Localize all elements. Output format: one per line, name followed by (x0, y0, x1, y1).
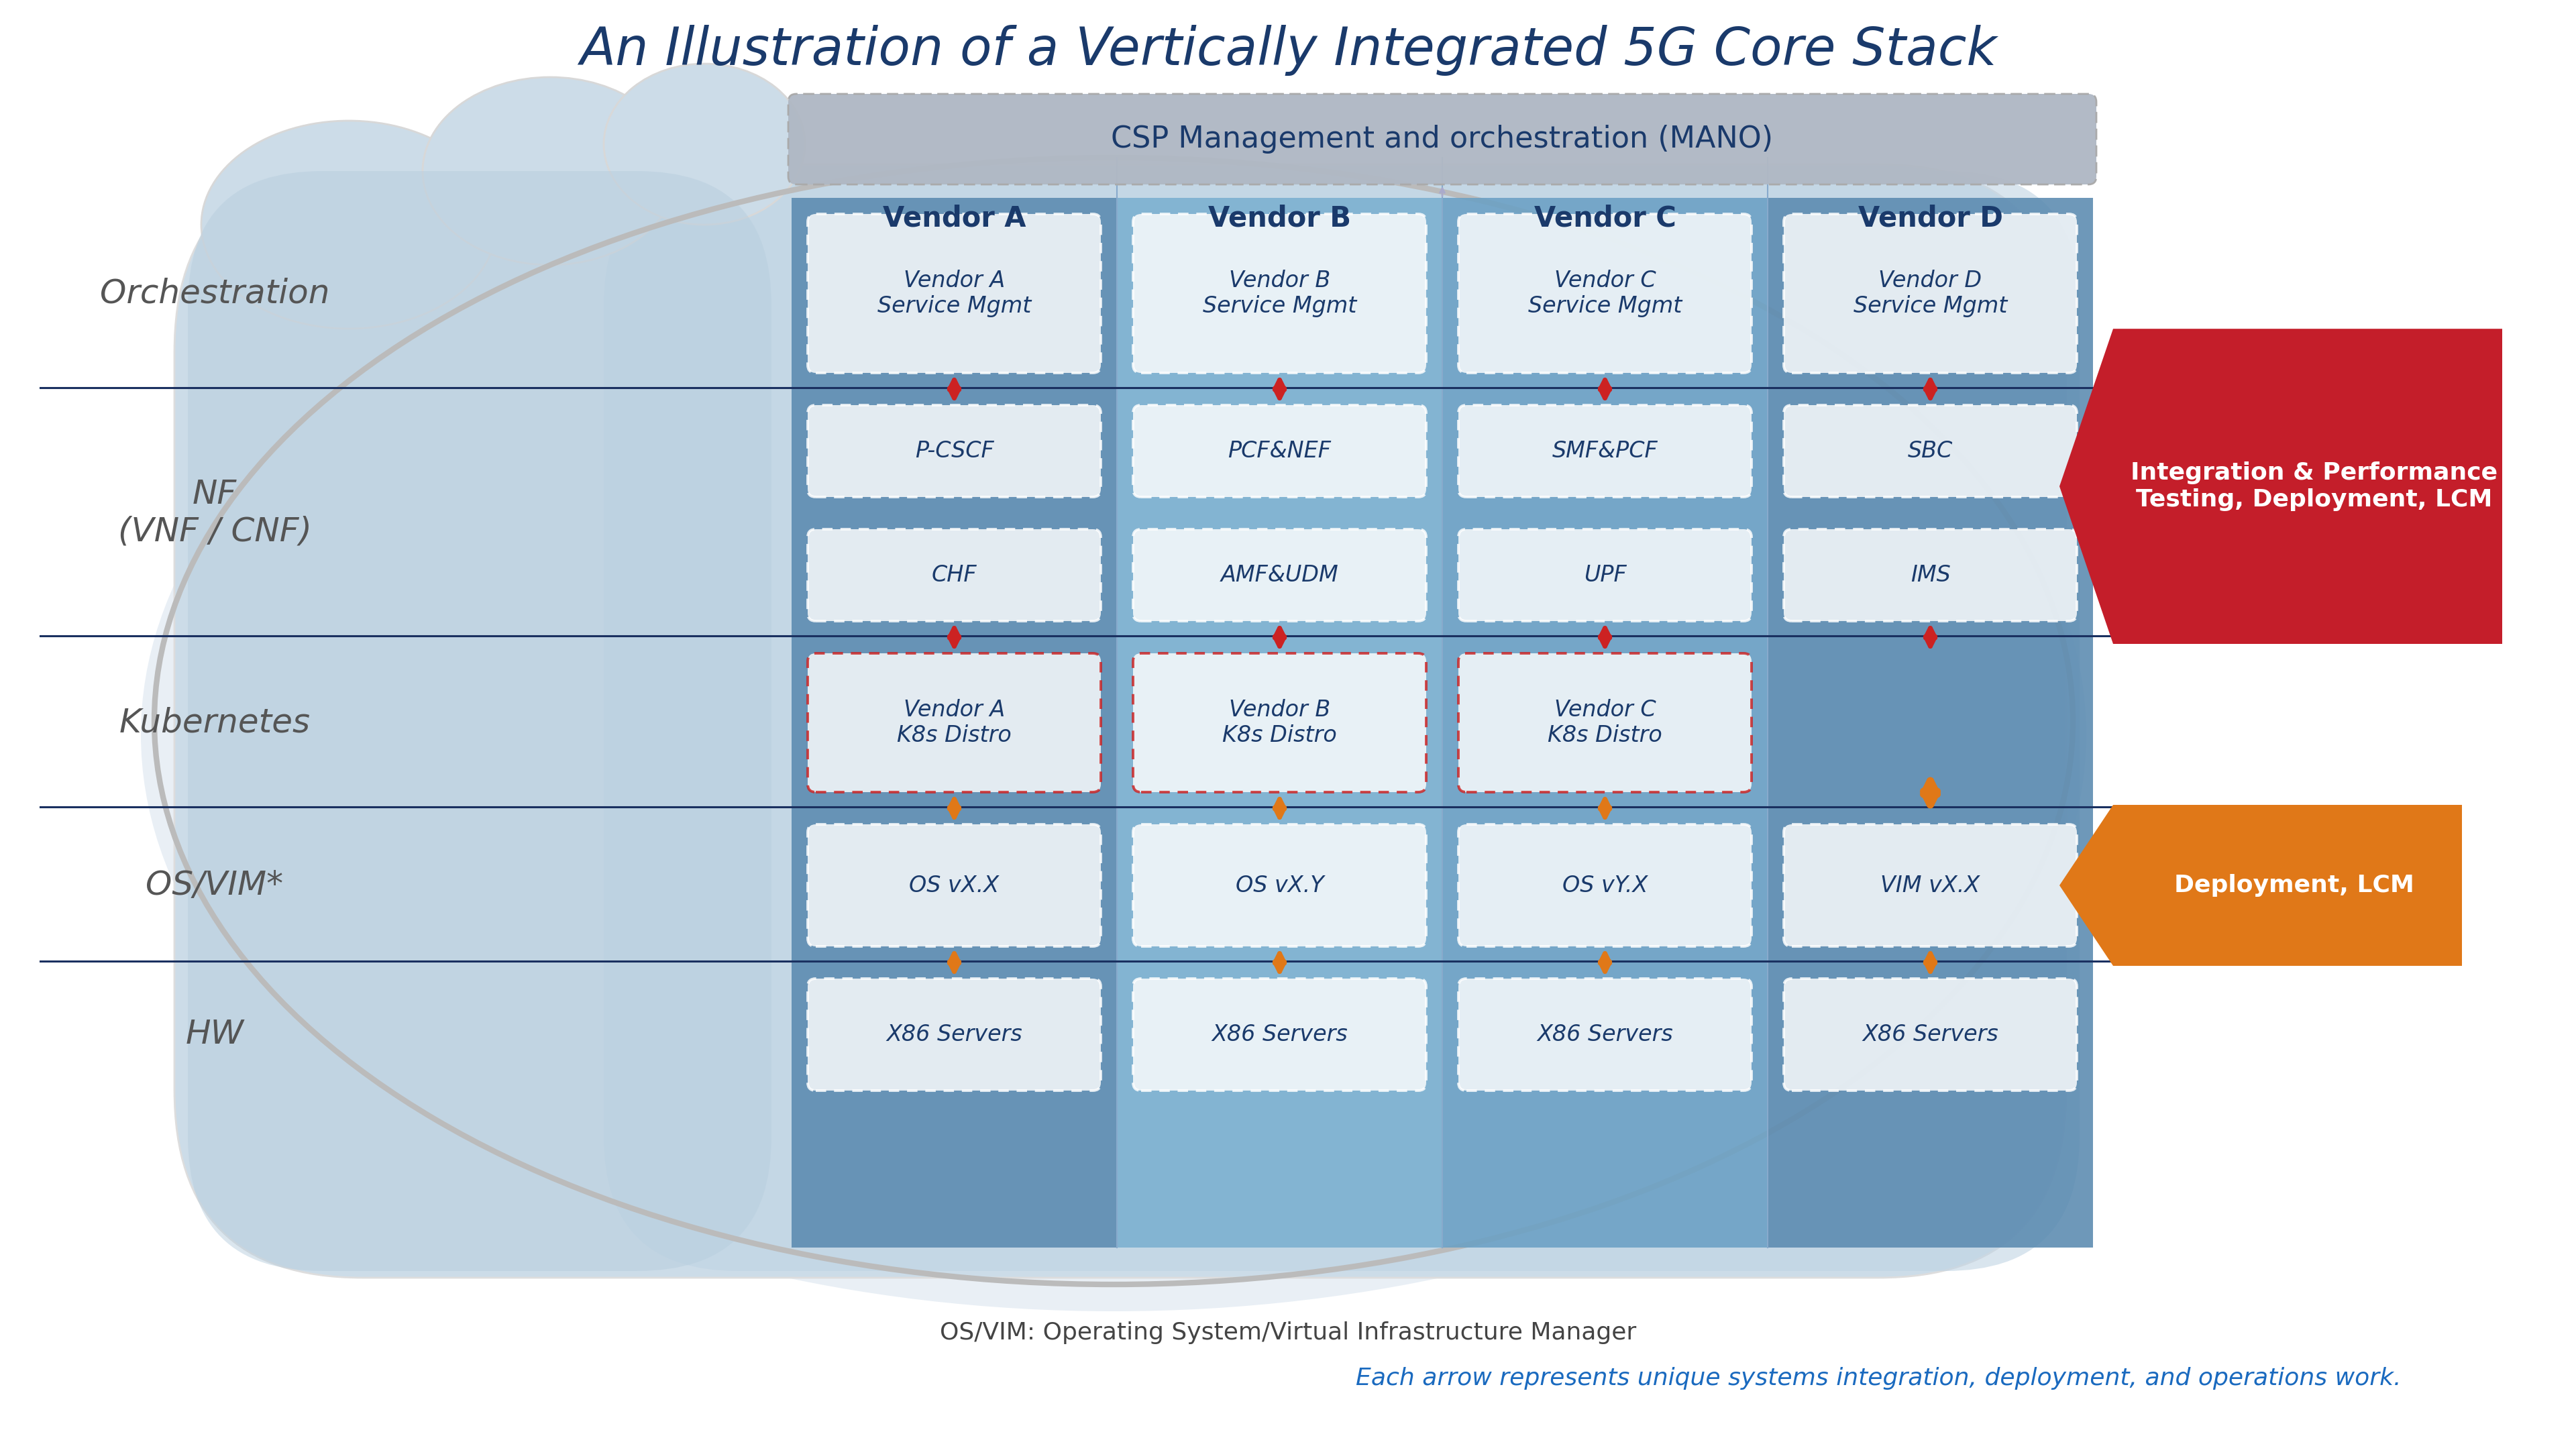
Text: SBC: SBC (1909, 440, 1953, 463)
FancyBboxPatch shape (1783, 530, 2076, 621)
FancyBboxPatch shape (1133, 653, 1427, 792)
FancyBboxPatch shape (1133, 405, 1427, 497)
Text: VIM vX.X: VIM vX.X (1880, 875, 1981, 896)
FancyBboxPatch shape (1458, 825, 1752, 947)
Text: CHF: CHF (933, 564, 976, 586)
Text: OS vX.Y: OS vX.Y (1236, 875, 1324, 896)
Text: IMS: IMS (1911, 564, 1950, 586)
Polygon shape (2058, 805, 2463, 965)
Ellipse shape (422, 77, 677, 265)
Text: Kubernetes: Kubernetes (118, 706, 309, 739)
Text: Vendor C: Vendor C (1533, 203, 1677, 232)
Polygon shape (2058, 329, 2501, 644)
Text: SMF&PCF: SMF&PCF (1553, 440, 1659, 463)
Text: Deployment, LCM: Deployment, LCM (2174, 874, 2414, 896)
FancyBboxPatch shape (1133, 213, 1427, 372)
Text: Vendor A
Service Mgmt: Vendor A Service Mgmt (878, 269, 1030, 318)
FancyBboxPatch shape (809, 978, 1100, 1091)
Text: UPF: UPF (1584, 564, 1625, 586)
Text: OS/VIM: Operating System/Virtual Infrastructure Manager: OS/VIM: Operating System/Virtual Infrast… (940, 1322, 1636, 1345)
Text: Vendor B
K8s Distro: Vendor B K8s Distro (1224, 699, 1337, 746)
Text: P-CSCF: P-CSCF (914, 440, 994, 463)
FancyBboxPatch shape (1443, 198, 1767, 1247)
Text: X86 Servers: X86 Servers (1211, 1024, 1347, 1045)
Text: Vendor D
Service Mgmt: Vendor D Service Mgmt (1852, 269, 2007, 318)
Ellipse shape (142, 158, 2087, 1312)
FancyBboxPatch shape (809, 825, 1100, 947)
FancyBboxPatch shape (1783, 405, 2076, 497)
Text: Integration & Performance
Testing, Deployment, LCM: Integration & Performance Testing, Deplo… (2130, 461, 2499, 511)
Text: AMF&UDM: AMF&UDM (1221, 564, 1340, 586)
Text: Each arrow represents unique systems integration, deployment, and operations wor: Each arrow represents unique systems int… (1355, 1368, 2401, 1389)
FancyBboxPatch shape (809, 405, 1100, 497)
FancyBboxPatch shape (1118, 198, 1443, 1247)
FancyBboxPatch shape (1458, 653, 1752, 792)
Text: X86 Servers: X86 Servers (1862, 1024, 1999, 1045)
Text: Orchestration: Orchestration (100, 278, 330, 309)
Ellipse shape (603, 63, 804, 225)
Text: X86 Servers: X86 Servers (886, 1024, 1023, 1045)
FancyBboxPatch shape (1767, 198, 2092, 1247)
FancyBboxPatch shape (1133, 978, 1427, 1091)
Text: Vendor A
K8s Distro: Vendor A K8s Distro (896, 699, 1012, 746)
Text: Vendor B
Service Mgmt: Vendor B Service Mgmt (1203, 269, 1358, 318)
FancyBboxPatch shape (188, 170, 770, 1272)
FancyBboxPatch shape (788, 95, 2097, 185)
Text: Vendor D: Vendor D (1857, 203, 2002, 232)
FancyBboxPatch shape (1133, 825, 1427, 947)
FancyBboxPatch shape (1458, 405, 1752, 497)
Text: X86 Servers: X86 Servers (1538, 1024, 1672, 1045)
FancyBboxPatch shape (175, 165, 2066, 1277)
Text: Vendor C
Service Mgmt: Vendor C Service Mgmt (1528, 269, 1682, 318)
FancyBboxPatch shape (809, 213, 1100, 372)
Text: HW: HW (185, 1018, 245, 1051)
FancyBboxPatch shape (809, 530, 1100, 621)
FancyBboxPatch shape (1458, 213, 1752, 372)
FancyBboxPatch shape (1783, 213, 2076, 372)
Text: PCF&NEF: PCF&NEF (1229, 440, 1332, 463)
Text: An Illustration of a Vertically Integrated 5G Core Stack: An Illustration of a Vertically Integrat… (580, 24, 1996, 76)
FancyBboxPatch shape (1458, 530, 1752, 621)
FancyBboxPatch shape (809, 653, 1100, 792)
FancyBboxPatch shape (603, 170, 2079, 1272)
Text: Vendor B: Vendor B (1208, 203, 1350, 232)
FancyBboxPatch shape (1133, 530, 1427, 621)
Text: OS vY.X: OS vY.X (1561, 875, 1649, 896)
Text: OS/VIM*: OS/VIM* (147, 869, 283, 902)
FancyBboxPatch shape (1783, 978, 2076, 1091)
FancyBboxPatch shape (1783, 825, 2076, 947)
Ellipse shape (201, 120, 497, 329)
Text: Vendor A: Vendor A (884, 203, 1025, 232)
Text: Vendor C
K8s Distro: Vendor C K8s Distro (1548, 699, 1662, 746)
FancyBboxPatch shape (791, 198, 1118, 1247)
Text: NF
(VNF / CNF): NF (VNF / CNF) (118, 478, 312, 548)
Text: OS vX.X: OS vX.X (909, 875, 999, 896)
Text: CSP Management and orchestration (MANO): CSP Management and orchestration (MANO) (1110, 125, 1772, 153)
FancyBboxPatch shape (1458, 978, 1752, 1091)
